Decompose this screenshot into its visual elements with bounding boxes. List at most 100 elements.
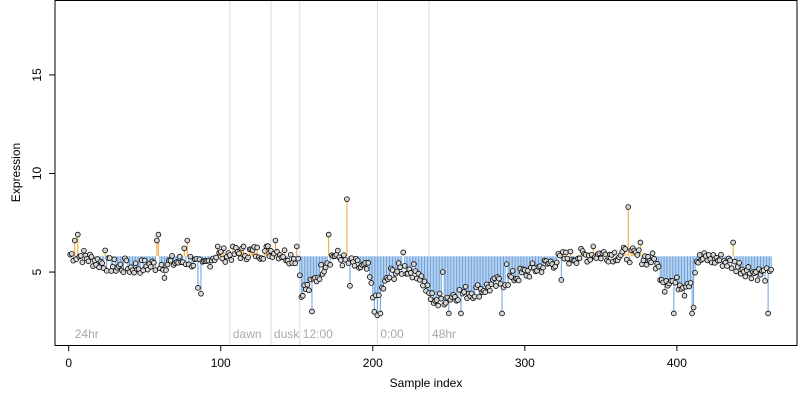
x-tick-label: 200 (363, 356, 383, 370)
data-point (147, 264, 154, 270)
data-point (363, 266, 370, 272)
data-point (742, 273, 749, 280)
data-point (400, 249, 406, 256)
data-point (418, 273, 425, 279)
data-point (576, 255, 583, 262)
data-point (515, 277, 522, 284)
data-point (503, 261, 510, 267)
data-point (354, 257, 361, 264)
data-point (540, 264, 546, 271)
data-point (237, 255, 244, 262)
data-point (265, 243, 271, 249)
data-point (163, 267, 169, 273)
data-point (377, 310, 384, 317)
data-point (455, 297, 461, 303)
data-point (651, 256, 657, 262)
data-point (446, 310, 452, 317)
y-axis-title: Expression (9, 143, 23, 202)
data-point (671, 310, 677, 317)
data-point (538, 269, 545, 275)
data-point (605, 258, 612, 265)
data-point (272, 237, 279, 244)
data-point (529, 260, 536, 267)
data-point (765, 310, 771, 317)
phase-label: 48hr (432, 327, 456, 341)
data-point (509, 268, 516, 274)
data-point (401, 263, 408, 269)
data-point (161, 275, 168, 281)
y-tick-label: 10 (30, 166, 44, 180)
data-point (78, 252, 84, 259)
data-point (131, 269, 137, 276)
data-point (102, 247, 108, 254)
data-point (344, 196, 350, 202)
data-point (655, 263, 662, 270)
data-point (526, 273, 533, 280)
data-point (496, 275, 502, 282)
data-point (293, 243, 300, 250)
data-point (335, 247, 341, 254)
data-point (342, 257, 349, 263)
data-point (476, 293, 483, 300)
data-point (611, 249, 618, 256)
data-point (280, 254, 286, 260)
data-point (287, 251, 294, 258)
data-point (690, 304, 697, 311)
phase-label: 0:00 (380, 327, 404, 341)
data-point (731, 258, 738, 265)
data-point (692, 269, 698, 276)
data-point (474, 282, 481, 288)
data-point (222, 259, 229, 265)
phase-label: dawn (233, 327, 262, 341)
x-tick-label: 300 (515, 356, 535, 370)
data-point (458, 310, 464, 317)
y-tick-label: 5 (30, 268, 44, 275)
data-point (316, 276, 323, 282)
data-point (558, 277, 565, 283)
data-point (643, 261, 650, 268)
data-point (169, 253, 175, 259)
data-point (365, 260, 372, 266)
data-point (213, 254, 219, 261)
phase-label: dusk (274, 327, 300, 341)
data-point (602, 251, 609, 258)
data-point (397, 264, 403, 271)
data-point (649, 250, 656, 256)
data-point (681, 292, 688, 299)
data-point (296, 272, 303, 279)
data-point (391, 276, 397, 282)
data-point (152, 267, 159, 273)
data-point (85, 258, 92, 265)
data-point (187, 253, 194, 260)
data-point (290, 255, 297, 262)
data-point (325, 231, 332, 238)
data-points (67, 196, 774, 319)
data-point (318, 261, 324, 268)
data-point (718, 251, 724, 258)
phase-markers: 24hr dawn dusk 12:00 0:00 48hr (75, 0, 456, 345)
data-point (292, 260, 299, 267)
data-point (573, 260, 580, 266)
data-point (338, 257, 344, 263)
data-point (111, 256, 118, 263)
data-point (227, 252, 233, 258)
data-point (99, 260, 105, 266)
data-point (487, 287, 493, 294)
data-point (564, 255, 571, 262)
data-point (499, 310, 505, 317)
data-point (262, 248, 268, 254)
data-point (81, 247, 87, 254)
data-point (637, 239, 644, 246)
data-point (587, 256, 594, 263)
data-point (563, 249, 569, 256)
data-point (327, 262, 334, 268)
data-point (724, 263, 730, 269)
data-point (762, 278, 768, 284)
data-point (351, 262, 358, 269)
data-point (505, 282, 511, 288)
data-point (260, 256, 267, 262)
deviation-stems (69, 199, 772, 316)
data-point (304, 281, 311, 288)
data-point (557, 252, 563, 259)
data-point (456, 286, 463, 293)
